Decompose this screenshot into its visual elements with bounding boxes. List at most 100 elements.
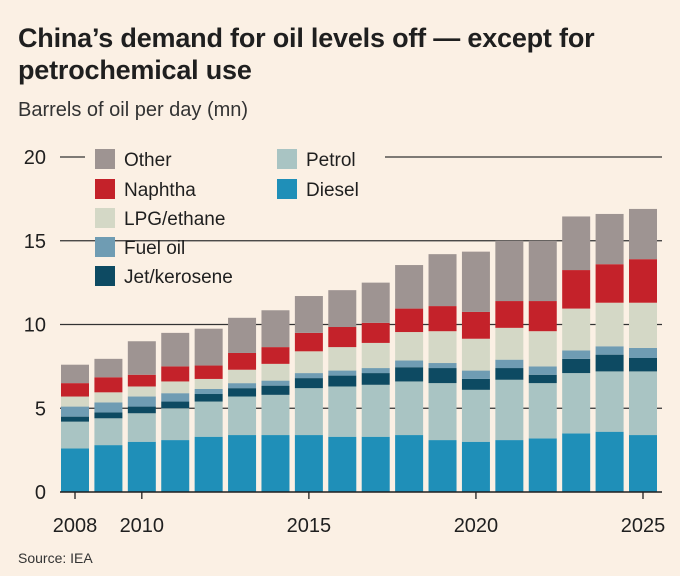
y-axis-label: Barrels of oil per day (mn) (18, 99, 249, 121)
bar-segment-jet-kerosene-2016 (328, 375, 357, 387)
bar-segment-jet-kerosene-2009 (94, 412, 123, 419)
bar-segment-fuel-oil-2014 (261, 380, 290, 386)
bar-segment-diesel-2010 (127, 441, 156, 492)
bar-segment-lpg-ethane-2015 (294, 351, 323, 374)
bar-segment-fuel-oil-2024 (595, 346, 624, 355)
bar-segment-petrol-2014 (261, 394, 290, 436)
bar-segment-jet-kerosene-2008 (61, 416, 89, 422)
bar-segment-fuel-oil-2019 (428, 363, 457, 369)
bar-segment-jet-kerosene-2025 (629, 358, 657, 372)
bar-segment-other-2013 (228, 317, 257, 353)
bar-segment-other-2012 (194, 328, 223, 366)
bar-segment-other-2025 (629, 208, 657, 260)
bar-segment-lpg-ethane-2014 (261, 363, 290, 381)
bar-segment-diesel-2015 (294, 435, 323, 492)
bar-segment-fuel-oil-2022 (528, 366, 557, 375)
bar-segment-other-2021 (495, 240, 524, 302)
bar-segment-petrol-2023 (562, 373, 591, 434)
legend: Other Naphtha LPG/ethane Fuel oil Jet/kerose… (95, 149, 359, 288)
legend-label-fuel-oil: Fuel oil (124, 238, 185, 259)
bars (61, 208, 657, 493)
bar-segment-jet-kerosene-2018 (395, 367, 424, 382)
legend-swatch-other (95, 149, 115, 169)
bar-segment-diesel-2009 (94, 445, 123, 492)
bar-segment-lpg-ethane-2025 (629, 302, 657, 348)
bar-segment-other-2016 (328, 290, 357, 328)
bar-segment-naphtha-2020 (461, 311, 490, 339)
x-tick-label: 2010 (120, 515, 165, 537)
bar-segment-naphtha-2009 (94, 377, 123, 393)
bar-segment-jet-kerosene-2010 (127, 406, 156, 414)
bar-segment-diesel-2013 (228, 435, 257, 492)
bar-segment-jet-kerosene-2024 (595, 354, 624, 372)
bar-segment-other-2018 (395, 265, 424, 309)
bar-segment-lpg-ethane-2010 (127, 386, 156, 397)
bar-segment-other-2010 (127, 341, 156, 375)
legend-swatch-petrol (277, 149, 297, 169)
bar-segment-diesel-2017 (361, 436, 390, 492)
bar-segment-fuel-oil-2020 (461, 370, 490, 379)
bar-segment-jet-kerosene-2019 (428, 368, 457, 384)
bar-segment-petrol-2022 (528, 383, 557, 439)
bar-segment-other-2020 (461, 251, 490, 312)
legend-label-petrol: Petrol (306, 150, 356, 171)
bar-segment-jet-kerosene-2021 (495, 368, 524, 380)
legend-label-other: Other (124, 150, 172, 171)
bar-segment-jet-kerosene-2012 (194, 394, 223, 402)
bar-segment-diesel-2014 (261, 435, 290, 492)
legend-swatch-lpg-ethane (95, 208, 115, 228)
bar-segment-naphtha-2018 (395, 308, 424, 333)
y-tick-label: 5 (35, 398, 46, 420)
bar-segment-naphtha-2011 (161, 366, 190, 382)
bar-segment-jet-kerosene-2022 (528, 374, 557, 384)
bar-segment-diesel-2020 (461, 441, 490, 492)
bar-segment-lpg-ethane-2009 (94, 392, 123, 403)
bar-segment-diesel-2018 (395, 435, 424, 492)
bar-segment-lpg-ethane-2008 (61, 396, 89, 407)
bar-segment-fuel-oil-2018 (395, 360, 424, 368)
bar-segment-fuel-oil-2010 (127, 396, 156, 407)
bar-segment-petrol-2019 (428, 383, 457, 441)
bar-segment-fuel-oil-2012 (194, 388, 223, 395)
bar-segment-lpg-ethane-2017 (361, 342, 390, 369)
bar-segment-naphtha-2013 (228, 352, 257, 370)
legend-label-naphtha: Naphtha (124, 180, 196, 201)
bar-segment-petrol-2024 (595, 371, 624, 432)
bar-segment-fuel-oil-2013 (228, 383, 257, 389)
bar-segment-naphtha-2014 (261, 347, 290, 364)
bar-segment-lpg-ethane-2022 (528, 331, 557, 367)
bar-segment-other-2022 (528, 240, 557, 302)
bar-segment-petrol-2018 (395, 381, 424, 436)
source-note: Source: IEA (18, 550, 93, 566)
bar-segment-diesel-2019 (428, 440, 457, 492)
bar-segment-petrol-2020 (461, 389, 490, 442)
bar-segment-other-2023 (562, 216, 591, 271)
bar-segment-other-2024 (595, 213, 624, 265)
bar-segment-diesel-2024 (595, 431, 624, 492)
bar-segment-naphtha-2025 (629, 259, 657, 303)
bar-segment-petrol-2009 (94, 418, 123, 446)
legend-swatch-diesel (277, 179, 297, 199)
bar-segment-other-2014 (261, 310, 290, 348)
bar-segment-fuel-oil-2025 (629, 347, 657, 358)
bar-segment-naphtha-2010 (127, 374, 156, 387)
bar-segment-fuel-oil-2009 (94, 402, 123, 413)
x-tick-label: 2025 (621, 515, 666, 537)
bar-segment-other-2011 (161, 332, 190, 367)
legend-swatch-naphtha (95, 179, 115, 199)
bar-segment-jet-kerosene-2023 (562, 358, 591, 374)
bar-segment-petrol-2010 (127, 413, 156, 442)
bar-segment-fuel-oil-2017 (361, 368, 390, 374)
bar-segment-diesel-2022 (528, 438, 557, 492)
bar-segment-fuel-oil-2008 (61, 406, 89, 417)
bar-segment-naphtha-2019 (428, 306, 457, 332)
x-tick-label: 2020 (454, 515, 499, 537)
bar-segment-diesel-2008 (61, 448, 89, 492)
bar-segment-other-2009 (94, 358, 123, 378)
gridlines (60, 156, 662, 409)
bar-segment-jet-kerosene-2013 (228, 388, 257, 397)
bar-segment-petrol-2012 (194, 401, 223, 437)
bar-segment-other-2015 (294, 296, 323, 333)
bar-segment-diesel-2025 (629, 435, 657, 492)
